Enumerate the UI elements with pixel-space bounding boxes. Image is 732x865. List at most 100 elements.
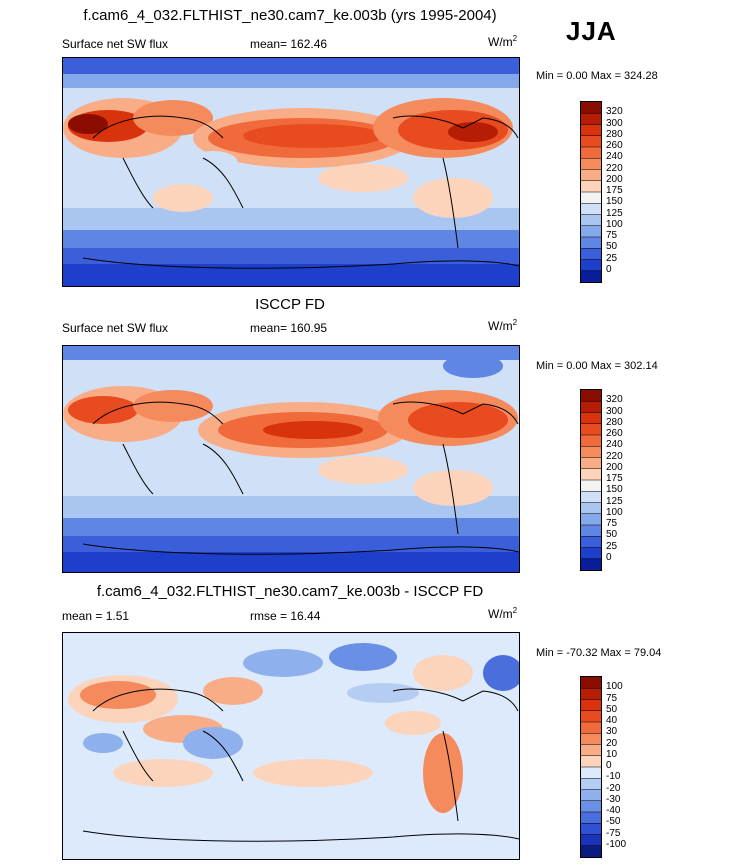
- colorbar-tick: 200: [606, 173, 623, 185]
- colorbar-swatch: [581, 390, 601, 402]
- colorbar-tick: 50: [606, 529, 618, 541]
- panel1-colorbar-ticks: 320 300 280 260 240 220 200 175 150 125 …: [606, 101, 646, 281]
- colorbar-tick: 10: [606, 748, 618, 760]
- colorbar-swatch: [581, 113, 601, 125]
- colorbar-tick: 50: [606, 241, 618, 253]
- colorbar-tick: 260: [606, 140, 623, 151]
- colorbar-tick: 100: [606, 681, 623, 693]
- colorbar-swatch: [581, 457, 601, 470]
- panel2-units: W/m2: [488, 318, 518, 334]
- colorbar-tick: 0: [606, 760, 612, 771]
- colorbar-swatch: [581, 446, 601, 458]
- colorbar-tick: 20: [606, 737, 618, 749]
- colorbar-swatch: [581, 192, 601, 204]
- colorbar-swatch: [581, 248, 601, 260]
- colorbar-swatch: [581, 744, 601, 757]
- panel1-minmax: Min = 0.00 Max = 324.28: [536, 70, 658, 82]
- colorbar-swatch: [581, 513, 601, 526]
- panel1-colorbar-swatches: [581, 102, 601, 282]
- colorbar-swatch: [581, 677, 601, 689]
- panel1-map: [62, 57, 520, 287]
- colorbar-tick: 0: [606, 551, 612, 563]
- panel1-colorbar: [580, 101, 602, 283]
- panel2-map: [62, 345, 520, 573]
- colorbar-tick: 40: [606, 715, 618, 726]
- panel3-mean-label: mean = 1.51: [62, 609, 130, 623]
- colorbar-tick: 75: [606, 692, 618, 704]
- season-label: JJA: [566, 16, 617, 46]
- colorbar-swatch: [581, 237, 601, 249]
- colorbar-swatch: [581, 225, 601, 238]
- panel1-mean-label: mean= 162.46: [250, 37, 328, 51]
- colorbar-swatch: [581, 412, 601, 425]
- colorbar-tick: 175: [606, 473, 623, 484]
- colorbar-swatch: [581, 823, 601, 835]
- colorbar-swatch: [581, 480, 601, 492]
- colorbar-swatch: [581, 270, 601, 282]
- colorbar-swatch: [581, 502, 601, 515]
- panel3-minmax: Min = -70.32 Max = 79.04: [536, 647, 662, 659]
- colorbar-swatch: [581, 525, 601, 537]
- colorbar-swatch: [581, 491, 601, 503]
- colorbar-tick: -75: [606, 827, 621, 839]
- colorbar-swatch: [581, 401, 601, 413]
- colorbar-swatch: [581, 558, 601, 570]
- colorbar-tick: 280: [606, 416, 623, 428]
- colorbar-swatch: [581, 789, 601, 802]
- colorbar-tick: 240: [606, 151, 623, 163]
- colorbar-tick: 75: [606, 518, 618, 529]
- colorbar-swatch: [581, 699, 601, 712]
- colorbar-tick: 25: [606, 540, 618, 552]
- colorbar-tick: 0: [606, 263, 612, 275]
- panel2-colorbar: [580, 389, 602, 571]
- panel3-map: [62, 632, 520, 860]
- colorbar-tick: 100: [606, 218, 623, 230]
- colorbar-tick: 200: [606, 461, 623, 473]
- colorbar-tick: -10: [606, 771, 621, 783]
- colorbar-swatch: [581, 722, 601, 734]
- colorbar-tick: 75: [606, 230, 618, 241]
- colorbar-tick: 320: [606, 106, 623, 118]
- colorbar-swatch: [581, 124, 601, 137]
- colorbar-swatch: [581, 468, 601, 481]
- colorbar-tick: 150: [606, 484, 623, 496]
- colorbar-tick: 300: [606, 117, 623, 129]
- colorbar-tick: -20: [606, 782, 621, 794]
- colorbar-tick: -100: [606, 838, 627, 850]
- colorbar-swatch: [581, 778, 601, 790]
- colorbar-swatch: [581, 147, 601, 159]
- colorbar-tick: 220: [606, 450, 623, 462]
- colorbar-swatch: [581, 812, 601, 824]
- panel3-colorbar-ticks: 100 75 50 40 30 20 10 0 -10 -20 -30 -40 …: [606, 676, 646, 856]
- colorbar-tick: -40: [606, 805, 621, 816]
- colorbar-swatch: [581, 845, 601, 857]
- panel2-colorbar-swatches: [581, 390, 601, 570]
- colorbar-swatch: [581, 536, 601, 548]
- panel2-colorbar-ticks: 320 300 280 260 240 220 200 175 150 125 …: [606, 389, 646, 569]
- panel1-title: f.cam6_4_032.FLTHIST_ne30.cam7_ke.003b (…: [83, 7, 497, 24]
- colorbar-tick: 100: [606, 506, 623, 518]
- colorbar-tick: 125: [606, 495, 623, 507]
- colorbar-tick: 240: [606, 439, 623, 451]
- colorbar-tick: 30: [606, 726, 618, 738]
- colorbar-swatch: [581, 102, 601, 114]
- colorbar-swatch: [581, 800, 601, 813]
- panel3-rmse-label: rmse = 16.44: [250, 609, 321, 623]
- colorbar-swatch: [581, 435, 601, 447]
- colorbar-swatch: [581, 180, 601, 193]
- colorbar-tick: 50: [606, 703, 618, 715]
- colorbar-tick: 175: [606, 185, 623, 196]
- colorbar-tick: 300: [606, 405, 623, 417]
- panel2-title: ISCCP FD: [255, 296, 325, 313]
- panel3-colorbar: [580, 676, 602, 858]
- colorbar-swatch: [581, 169, 601, 182]
- panel1-units: W/m2: [488, 34, 518, 50]
- colorbar-swatch: [581, 423, 601, 436]
- colorbar-swatch: [581, 688, 601, 700]
- panel3-title: f.cam6_4_032.FLTHIST_ne30.cam7_ke.003b -…: [96, 583, 484, 600]
- panel1-field-label: Surface net SW flux: [62, 37, 169, 51]
- colorbar-swatch: [581, 135, 601, 148]
- colorbar-swatch: [581, 755, 601, 768]
- colorbar-tick: -30: [606, 793, 621, 805]
- colorbar-swatch: [581, 214, 601, 227]
